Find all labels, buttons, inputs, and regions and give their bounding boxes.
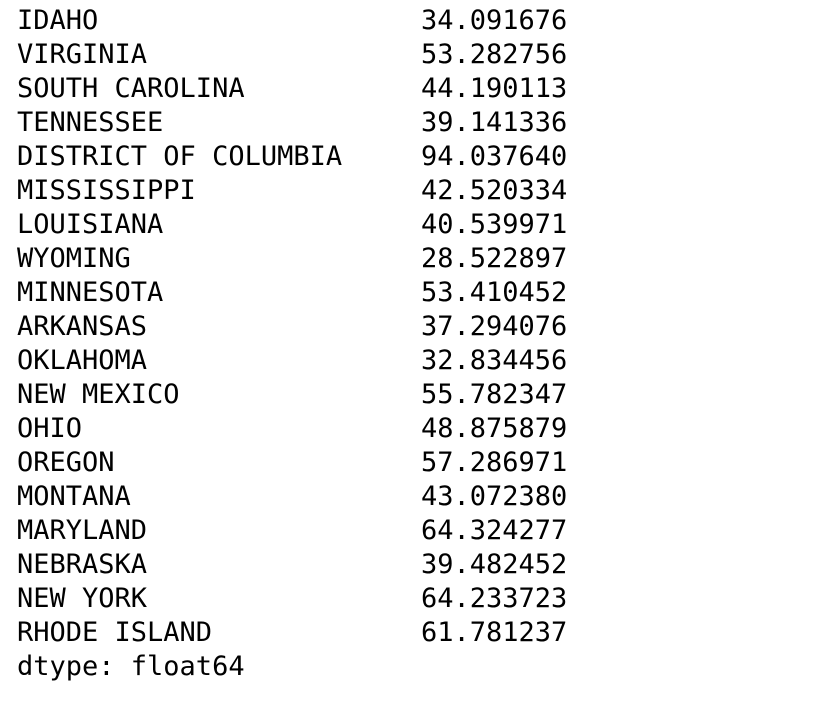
- row-label: WYOMING: [17, 243, 131, 274]
- series-row: MARYLAND 64.324277: [17, 514, 567, 548]
- row-label: OKLAHOMA: [17, 345, 148, 376]
- dtype-line: dtype: float64: [17, 651, 245, 682]
- row-value: 34.091676: [421, 5, 568, 36]
- series-row: WYOMING 28.522897: [17, 242, 567, 276]
- row-label: ARKANSAS: [17, 311, 148, 342]
- row-value: 53.282756: [421, 39, 568, 70]
- row-label: OHIO: [17, 413, 83, 444]
- row-label: MISSISSIPPI: [17, 175, 196, 206]
- row-label: TENNESSEE: [17, 107, 164, 138]
- row-label: MONTANA: [17, 481, 131, 512]
- row-label: RHODE ISLAND: [17, 617, 213, 648]
- row-label: NEW MEXICO: [17, 379, 180, 410]
- row-value: 53.410452: [421, 277, 568, 308]
- row-value: 39.482452: [421, 549, 568, 580]
- row-value: 28.522897: [421, 243, 568, 274]
- series-row: RHODE ISLAND 61.781237: [17, 616, 567, 650]
- row-label: VIRGINIA: [17, 39, 148, 70]
- row-value: 39.141336: [421, 107, 568, 138]
- row-label: LOUISIANA: [17, 209, 164, 240]
- row-value: 55.782347: [421, 379, 568, 410]
- row-value: 43.072380: [421, 481, 568, 512]
- series-row: ARKANSAS 37.294076: [17, 310, 567, 344]
- series-row: DISTRICT OF COLUMBIA 94.037640: [17, 140, 567, 174]
- row-value: 61.781237: [421, 617, 568, 648]
- series-row: NEBRASKA 39.482452: [17, 548, 567, 582]
- series-row: TENNESSEE 39.141336: [17, 106, 567, 140]
- row-label: IDAHO: [17, 5, 99, 36]
- row-value: 64.233723: [421, 583, 568, 614]
- series-row: MONTANA 43.072380: [17, 480, 567, 514]
- series-row: MISSISSIPPI 42.520334: [17, 174, 567, 208]
- row-label: NEW YORK: [17, 583, 148, 614]
- row-value: 32.834456: [421, 345, 568, 376]
- series-row: OHIO 48.875879: [17, 412, 567, 446]
- series-row: IDAHO 34.091676: [17, 4, 567, 38]
- row-value: 44.190113: [421, 73, 568, 104]
- series-row: OKLAHOMA 32.834456: [17, 344, 567, 378]
- row-label: MINNESOTA: [17, 277, 164, 308]
- row-label: NEBRASKA: [17, 549, 148, 580]
- series-row: MINNESOTA 53.410452: [17, 276, 567, 310]
- row-value: 64.324277: [421, 515, 568, 546]
- row-value: 48.875879: [421, 413, 568, 444]
- series-row: NEW YORK 64.233723: [17, 582, 567, 616]
- row-label: DISTRICT OF COLUMBIA: [17, 141, 343, 172]
- series-row: LOUISIANA 40.539971: [17, 208, 567, 242]
- series-output: IDAHO 34.091676 VIRGINIA 53.282756 SOUTH CAR…: [17, 4, 567, 684]
- series-row: SOUTH CAROLINA 44.190113: [17, 72, 567, 106]
- row-label: SOUTH CAROLINA: [17, 73, 245, 104]
- row-value: 42.520334: [421, 175, 568, 206]
- series-row: OREGON 57.286971: [17, 446, 567, 480]
- series-row: NEW MEXICO 55.782347: [17, 378, 567, 412]
- row-value: 37.294076: [421, 311, 568, 342]
- row-label: OREGON: [17, 447, 115, 478]
- row-value: 57.286971: [421, 447, 568, 478]
- row-label: MARYLAND: [17, 515, 148, 546]
- series-row: VIRGINIA 53.282756: [17, 38, 567, 72]
- row-value: 94.037640: [421, 141, 568, 172]
- series-rows: IDAHO 34.091676 VIRGINIA 53.282756 SOUTH CAR…: [17, 4, 567, 650]
- row-value: 40.539971: [421, 209, 568, 240]
